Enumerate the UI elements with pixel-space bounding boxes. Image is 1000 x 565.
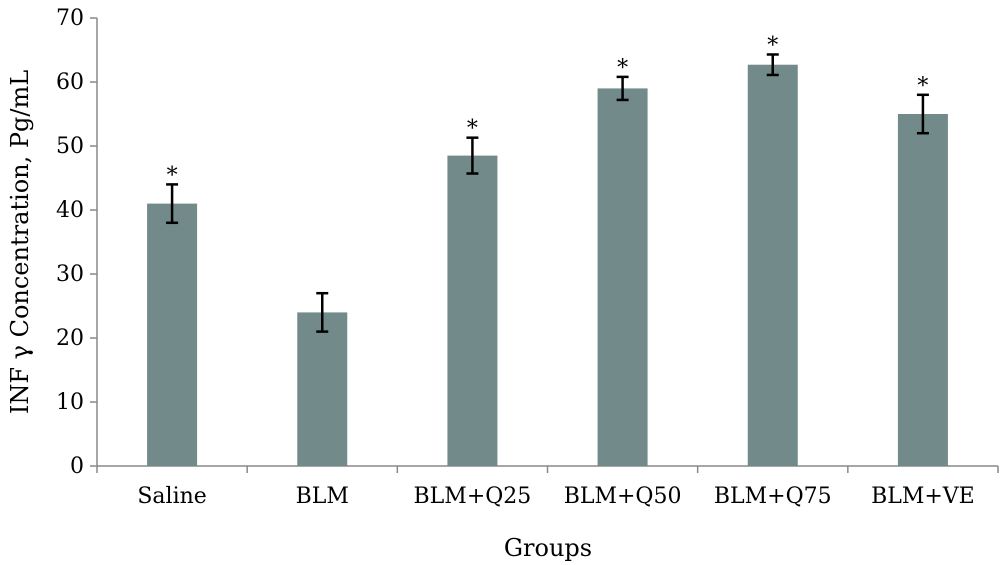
significance-markers: * * * * *: [167, 33, 929, 188]
bar-saline: [147, 203, 198, 466]
x-axis-title: Groups: [504, 534, 592, 562]
x-tick-label: Saline: [137, 484, 206, 509]
significance-star: *: [917, 74, 928, 99]
y-tick-label: 10: [56, 390, 84, 415]
error-bars: [166, 53, 929, 333]
y-tick-label: 70: [56, 6, 84, 31]
bar-blm-q25: [447, 155, 498, 466]
bar-blm-q75: [747, 64, 798, 466]
x-tick-label: BLM+VE: [871, 484, 975, 509]
bar-blm-ve: [897, 114, 948, 466]
significance-star: *: [617, 56, 628, 81]
significance-star: *: [167, 163, 178, 188]
bar-blm: [297, 312, 348, 466]
x-tick-label: BLM+Q75: [714, 484, 832, 509]
x-tick-label: BLM+Q25: [414, 484, 532, 509]
bar-blm-q50: [597, 88, 648, 467]
y-tick-label: 0: [70, 454, 84, 479]
y-tick-label: 40: [56, 198, 84, 223]
x-axis: Saline BLM BLM+Q25 BLM+Q50 BLM+Q75 BLM+VE: [96, 465, 999, 509]
bars: [147, 64, 948, 467]
y-tick-label: 30: [56, 262, 84, 287]
x-tick-label: BLM: [296, 484, 349, 509]
significance-star: *: [767, 33, 778, 58]
significance-star: *: [467, 117, 478, 142]
y-axis-title: INF γ Concentration, Pg/mL: [6, 70, 34, 414]
x-tick-label: BLM+Q50: [564, 484, 682, 509]
y-axis: 0 10 20 30 40 50 60 70: [56, 6, 98, 479]
y-tick-label: 50: [56, 134, 84, 159]
y-tick-label: 20: [56, 326, 84, 351]
y-tick-label: 60: [56, 70, 84, 95]
